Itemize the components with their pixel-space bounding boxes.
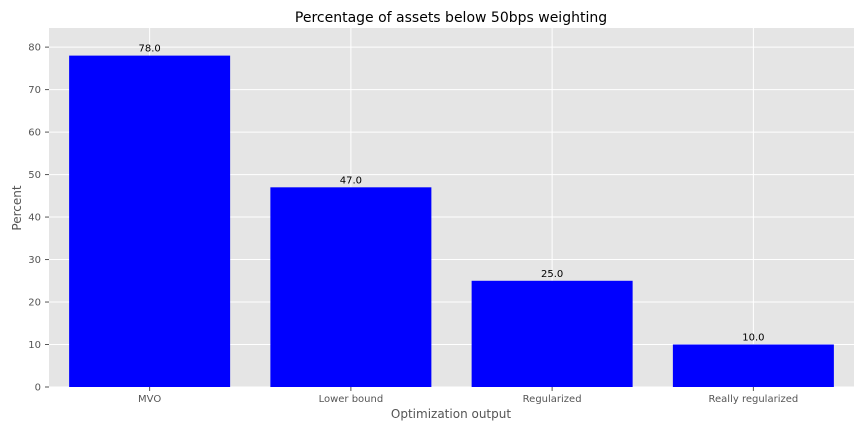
y-tick-label: 40 bbox=[28, 213, 41, 224]
x-tick-label: Really regularized bbox=[709, 394, 799, 405]
x-tick-label: Regularized bbox=[523, 394, 582, 405]
y-tick-label: 30 bbox=[28, 255, 41, 266]
y-tick-label: 0 bbox=[35, 383, 41, 394]
x-tick-label: MVO bbox=[138, 394, 161, 405]
y-tick-label: 60 bbox=[28, 128, 41, 139]
bar-value-label: 47.0 bbox=[340, 175, 362, 186]
y-tick-label: 50 bbox=[28, 170, 41, 181]
y-tick-label: 20 bbox=[28, 298, 41, 309]
data-labels: 78.0 47.0 25.0 10.0 bbox=[138, 44, 764, 344]
bars bbox=[69, 55, 834, 387]
x-axis-label: Optimization output bbox=[391, 407, 511, 421]
chart-title: Percentage of assets below 50bps weighti… bbox=[295, 10, 607, 26]
y-ticks: 0 10 20 30 40 50 60 70 80 bbox=[28, 43, 49, 394]
bar-value-label: 25.0 bbox=[541, 269, 563, 280]
bar-value-label: 78.0 bbox=[138, 44, 160, 55]
bar-lower-bound bbox=[270, 187, 432, 387]
bar-regularized bbox=[471, 280, 633, 387]
x-tick-label: Lower bound bbox=[319, 394, 384, 405]
bar-value-label: 10.0 bbox=[742, 333, 764, 344]
bar-really-regularized bbox=[672, 344, 834, 387]
y-tick-label: 80 bbox=[28, 43, 41, 54]
y-axis-label: Percent bbox=[10, 185, 24, 230]
y-tick-label: 70 bbox=[28, 85, 41, 96]
y-tick-label: 10 bbox=[28, 340, 41, 351]
bar-mvo bbox=[69, 55, 231, 387]
x-ticks: MVO Lower bound Regularized Really regulari… bbox=[138, 387, 798, 405]
